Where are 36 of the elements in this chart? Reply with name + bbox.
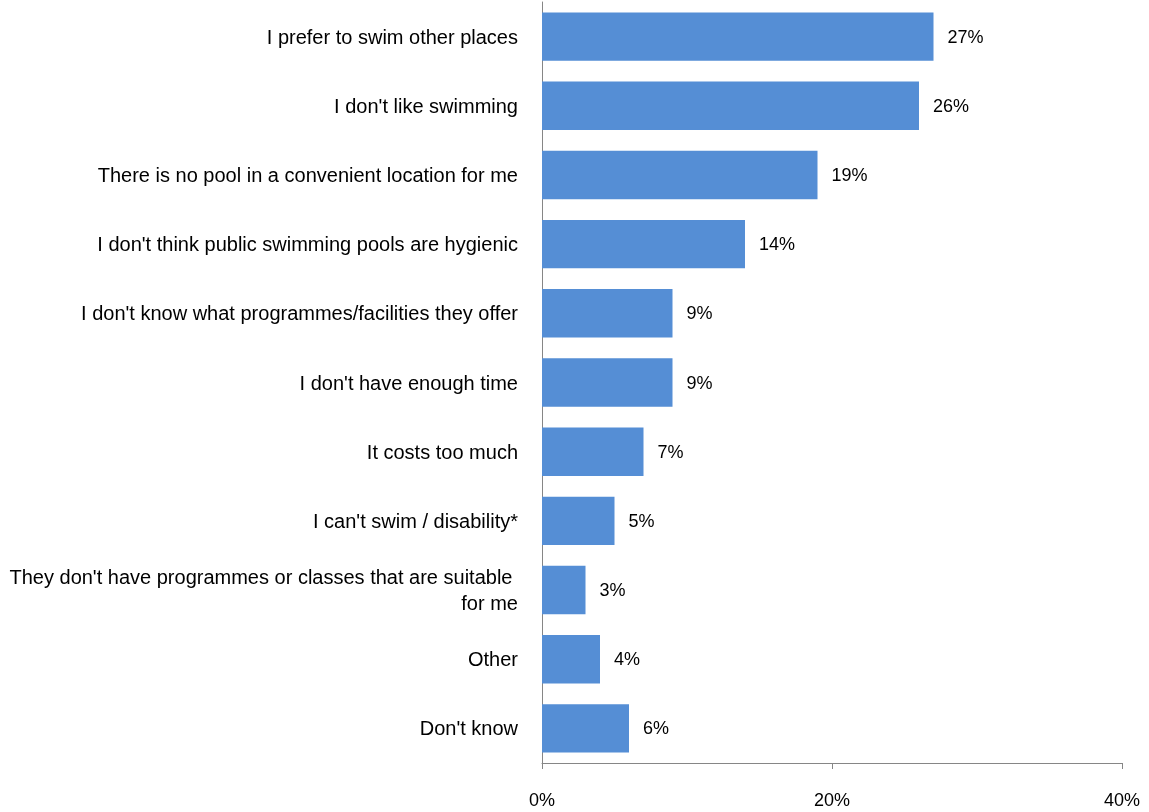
data-label: 9% <box>686 372 713 393</box>
bar <box>542 12 934 61</box>
data-label: 5% <box>628 510 655 531</box>
y-tick-label: Other <box>467 648 519 671</box>
y-tick-label: I don't think public swimming pools are hygienic <box>97 233 518 256</box>
data-label: 3% <box>599 580 626 601</box>
x-tick-label: 0% <box>528 790 556 810</box>
y-tick-label: I don't know what programmes/facilities they offer <box>81 302 519 325</box>
y-tick-label: I don't have enough time <box>299 371 518 394</box>
bar <box>542 150 818 200</box>
data-label: 6% <box>643 718 670 739</box>
x-tick-label: 40% <box>1103 790 1141 810</box>
bar <box>542 219 745 269</box>
y-tick-label: I don't like swimming <box>334 94 518 117</box>
data-label: 4% <box>614 649 641 670</box>
y-tick-label: Don't know <box>419 717 519 740</box>
bar <box>542 289 673 338</box>
y-tick-label: I can't swim / disability* <box>313 509 519 532</box>
bar <box>542 358 673 407</box>
y-tick-label: It costs too much <box>366 440 518 463</box>
y-tick-label: They don't have programmes or classes that are suitable for me <box>9 566 518 615</box>
bar <box>542 427 644 476</box>
data-label: 14% <box>759 234 796 255</box>
data-label: 9% <box>686 303 713 324</box>
data-label: 19% <box>831 164 868 185</box>
x-tick-label: 20% <box>813 790 851 810</box>
bar <box>542 635 600 684</box>
y-tick-label: There is no pool in a convenient location for me <box>97 163 518 186</box>
bar <box>542 704 629 753</box>
bar <box>542 496 615 546</box>
bar <box>542 565 586 615</box>
bar <box>542 81 919 130</box>
data-label: 7% <box>657 441 684 462</box>
data-label: 26% <box>933 95 970 116</box>
data-label: 27% <box>947 26 984 47</box>
y-tick-label: I prefer to swim other places <box>266 25 518 48</box>
